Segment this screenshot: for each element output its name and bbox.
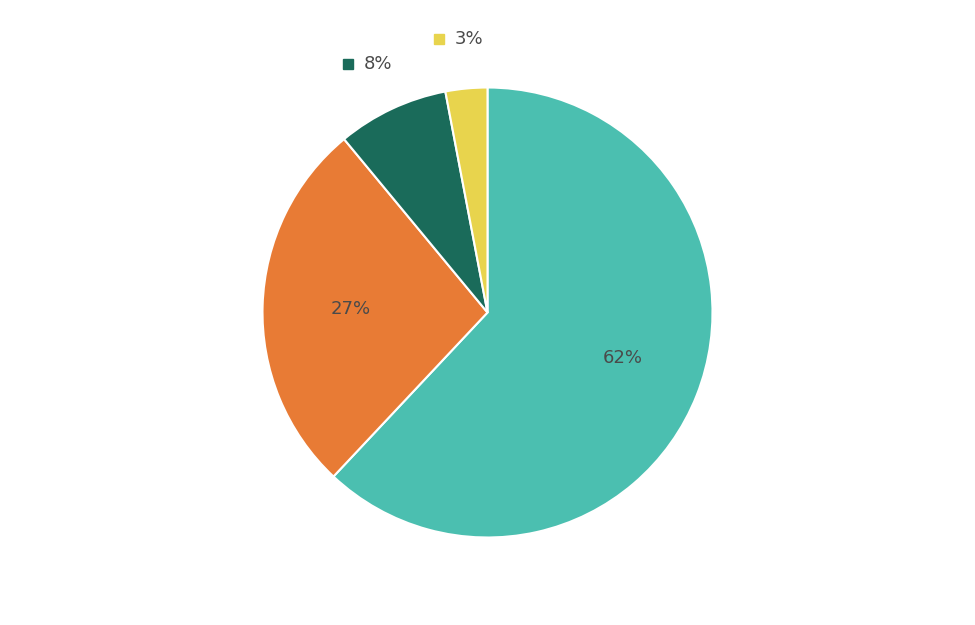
Wedge shape bbox=[333, 88, 713, 538]
Text: 27%: 27% bbox=[331, 300, 370, 318]
Text: 8%: 8% bbox=[364, 55, 392, 73]
Wedge shape bbox=[344, 91, 488, 312]
Text: 62%: 62% bbox=[603, 349, 643, 367]
Text: 3%: 3% bbox=[455, 30, 484, 48]
Wedge shape bbox=[262, 139, 488, 476]
Wedge shape bbox=[446, 88, 488, 312]
